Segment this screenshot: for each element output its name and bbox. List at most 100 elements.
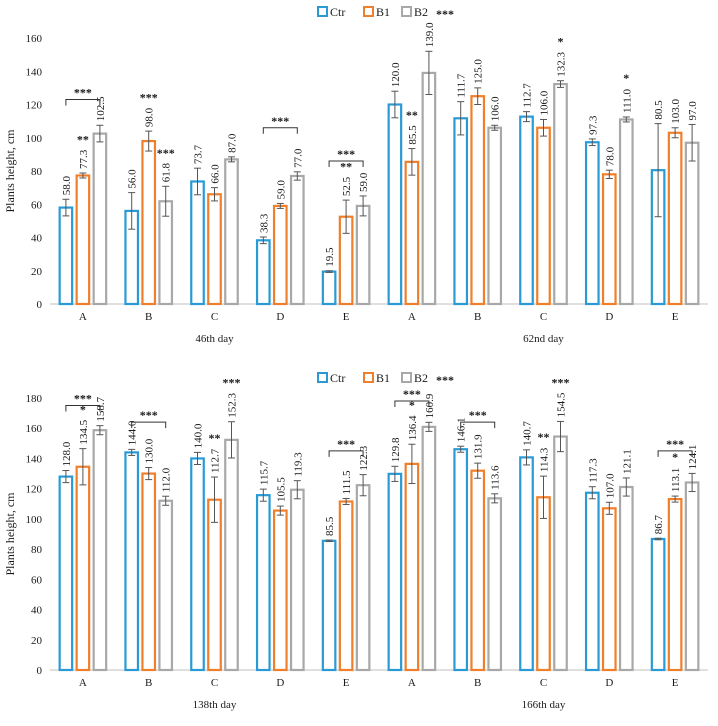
bar-ctr bbox=[255, 494, 271, 672]
y-tick-label: 60 bbox=[31, 199, 43, 211]
data-label: 111.0 bbox=[621, 89, 633, 113]
bracket-stars: *** bbox=[74, 392, 92, 406]
significance-bracket: *** bbox=[328, 437, 364, 457]
significance-mark: * bbox=[672, 450, 678, 464]
bracket-stars: *** bbox=[403, 387, 421, 401]
bar-b1 bbox=[470, 95, 486, 306]
data-label: 98.0 bbox=[144, 107, 156, 127]
data-label: 124.1 bbox=[687, 445, 699, 470]
bar-ctr bbox=[321, 270, 337, 306]
legend-label-ctr: Ctr bbox=[330, 5, 345, 19]
data-label: 140.0 bbox=[193, 423, 205, 448]
bar-b2 bbox=[684, 141, 700, 306]
bracket-line bbox=[262, 127, 298, 134]
bar-group-e: 85.5 111.5 122.3 bbox=[321, 445, 371, 672]
data-label: 152.3 bbox=[227, 392, 239, 417]
bar-group-b: 146.1 131.9 113.6 bbox=[453, 417, 503, 672]
data-label: 59.0 bbox=[275, 180, 287, 200]
data-label: 19.5 bbox=[324, 247, 336, 267]
bar-ctr bbox=[255, 239, 271, 306]
y-tick-label: 120 bbox=[26, 484, 43, 496]
bracket-line bbox=[131, 421, 167, 429]
bar-b1 bbox=[601, 173, 617, 306]
bar-ctr bbox=[519, 115, 534, 306]
significance-bracket: *** bbox=[131, 408, 167, 429]
bar-b1 bbox=[667, 131, 683, 306]
bar-group-c: 140.7 114.3 ** 154.5 *** bbox=[519, 375, 570, 672]
bar-group-d: 97.3 78.0 111.0 * bbox=[584, 71, 634, 306]
bar-group-a: 129.8 136.4 * 160.9 bbox=[387, 393, 437, 672]
bar-b2 bbox=[158, 499, 174, 672]
category-label: A bbox=[79, 677, 87, 689]
bar-ctr bbox=[650, 537, 666, 672]
data-label: 77.3 bbox=[78, 149, 90, 169]
significance-mark: * bbox=[558, 35, 564, 49]
category-label: A bbox=[79, 311, 87, 323]
significance-mark: * bbox=[623, 71, 629, 85]
significance-mark: *** bbox=[157, 146, 175, 160]
category-label: E bbox=[672, 677, 679, 689]
data-label: 125.0 bbox=[473, 59, 485, 84]
bar-ctr bbox=[519, 456, 534, 672]
bar-group-c: 112.7 106.0 132.3 * bbox=[519, 35, 568, 306]
y-tick-label: 0 bbox=[37, 665, 43, 677]
data-label: 52.5 bbox=[341, 176, 353, 196]
bar-b2 bbox=[421, 425, 437, 672]
bracket-line bbox=[328, 160, 364, 168]
bar-group-e: 86.7 113.1 * 124.1 bbox=[650, 445, 700, 672]
category-label: D bbox=[605, 677, 613, 689]
bar-b2 bbox=[224, 438, 239, 672]
significance-mark: * bbox=[409, 398, 415, 412]
bar-b1 bbox=[667, 497, 683, 672]
bar-ctr bbox=[453, 117, 469, 306]
bar-b2 bbox=[224, 158, 239, 306]
period-label: 138th day bbox=[193, 699, 237, 711]
y-tick-label: 100 bbox=[26, 514, 43, 526]
bar-ctr bbox=[58, 475, 74, 672]
legend-label-b1: B1 bbox=[376, 5, 390, 19]
bar-b2 bbox=[92, 132, 108, 306]
bar-group-d: 117.3 107.0 121.1 bbox=[584, 449, 634, 672]
bar-b1 bbox=[404, 462, 420, 672]
data-label: 115.7 bbox=[258, 460, 270, 485]
data-label: 77.0 bbox=[292, 148, 304, 168]
bar-b1 bbox=[338, 500, 354, 672]
bar-ctr bbox=[584, 141, 600, 306]
category-label: B bbox=[474, 311, 481, 323]
bar-ctr bbox=[190, 180, 205, 306]
bar-b1 bbox=[75, 465, 91, 672]
bar-b1 bbox=[470, 469, 486, 672]
category-label: D bbox=[276, 677, 284, 689]
significance-bracket: *** bbox=[328, 147, 364, 168]
bar-b1 bbox=[601, 507, 617, 672]
data-label: 106.0 bbox=[539, 90, 551, 115]
bar-b2 bbox=[355, 204, 371, 306]
category-label: C bbox=[211, 311, 218, 323]
y-tick-label: 20 bbox=[31, 266, 43, 278]
y-tick-label: 120 bbox=[26, 100, 43, 112]
bar-group-e: 19.5 52.5 ** 59.0 bbox=[321, 160, 371, 306]
bar-b2 bbox=[553, 435, 568, 672]
y-axis-label: Plants height, cm bbox=[3, 492, 17, 576]
bar-b1 bbox=[207, 498, 222, 672]
data-label: 122.3 bbox=[358, 445, 370, 470]
data-label: 107.0 bbox=[604, 473, 616, 498]
data-label: 56.0 bbox=[127, 169, 139, 189]
bracket-line bbox=[65, 99, 101, 106]
y-tick-label: 140 bbox=[26, 453, 43, 465]
bar-ctr bbox=[387, 472, 403, 672]
data-label: 132.3 bbox=[556, 51, 568, 76]
y-tick-label: 160 bbox=[26, 423, 43, 435]
bar-b1 bbox=[272, 204, 288, 306]
data-label: 113.6 bbox=[490, 465, 502, 490]
bar-group-d: 38.3 59.0 77.0 bbox=[255, 148, 305, 306]
data-label: 102.5 bbox=[95, 96, 107, 121]
data-label: 113.1 bbox=[670, 468, 682, 492]
bar-group-e: 80.5 103.0 97.0 bbox=[650, 99, 700, 306]
legend-swatch-b1 bbox=[363, 372, 374, 383]
data-label: 120.0 bbox=[390, 62, 402, 87]
category-label: D bbox=[605, 311, 613, 323]
significance-mark: *** bbox=[552, 375, 570, 389]
bar-b1 bbox=[404, 160, 420, 306]
